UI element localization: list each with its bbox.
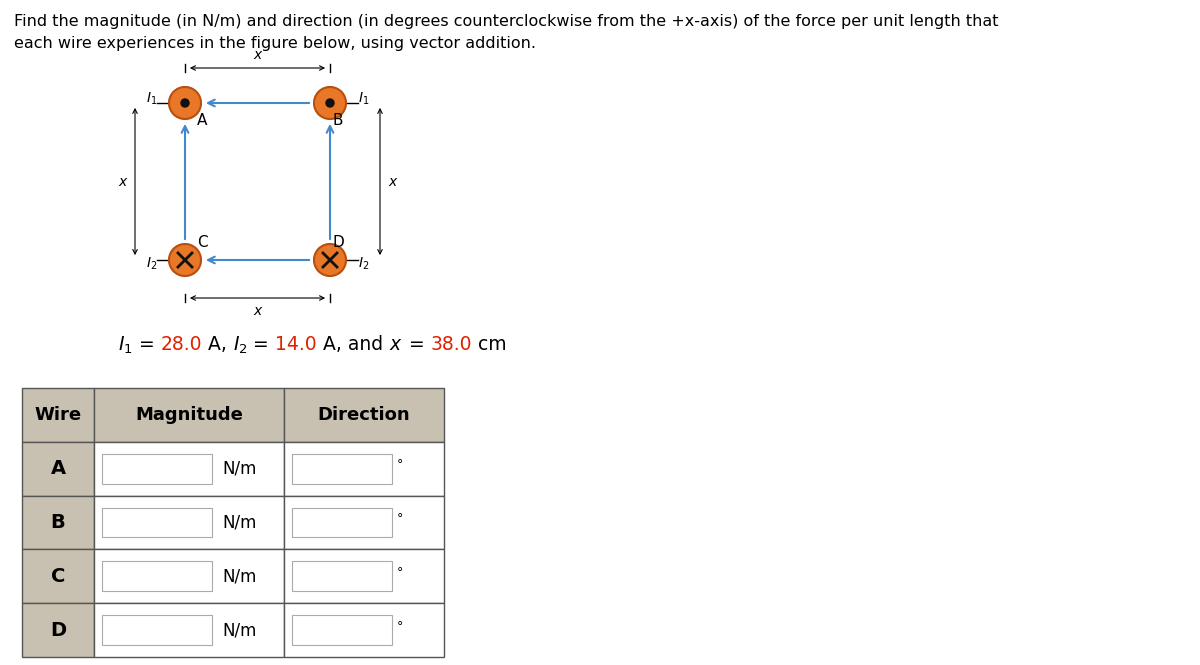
Bar <box>94 549 284 603</box>
Text: x: x <box>119 174 127 188</box>
Text: B: B <box>50 513 65 532</box>
Text: N/m: N/m <box>222 460 257 477</box>
Text: Direction: Direction <box>318 406 410 424</box>
Text: 38.0: 38.0 <box>431 336 472 354</box>
Text: x: x <box>253 48 262 62</box>
Text: A,: A, <box>202 336 233 354</box>
Circle shape <box>181 99 190 107</box>
Bar <box>292 454 392 483</box>
Text: x: x <box>253 304 262 318</box>
Text: N/m: N/m <box>222 621 257 639</box>
Bar <box>292 561 392 591</box>
Bar <box>284 549 444 603</box>
Bar <box>102 507 212 537</box>
Circle shape <box>314 87 346 119</box>
Text: A: A <box>50 460 66 478</box>
Bar <box>284 495 444 549</box>
Text: $I_2$: $I_2$ <box>233 334 247 356</box>
Bar <box>292 507 392 537</box>
Text: °: ° <box>397 512 403 525</box>
Text: $I_1$: $I_1$ <box>358 91 370 107</box>
Text: $I_1$: $I_1$ <box>118 334 133 356</box>
Text: each wire experiences in the figure below, using vector addition.: each wire experiences in the figure belo… <box>14 36 536 51</box>
Bar <box>22 549 94 603</box>
Text: A, and: A, and <box>317 336 389 354</box>
Bar <box>94 603 284 657</box>
Text: $I_2$: $I_2$ <box>145 256 157 272</box>
Circle shape <box>326 99 334 107</box>
Bar <box>22 603 94 657</box>
Text: °: ° <box>397 566 403 579</box>
Circle shape <box>314 244 346 276</box>
Bar <box>284 442 444 495</box>
Text: =: = <box>133 336 161 354</box>
Text: x: x <box>388 174 396 188</box>
Text: N/m: N/m <box>222 513 257 531</box>
Text: °: ° <box>397 620 403 632</box>
Circle shape <box>169 87 202 119</box>
Text: D: D <box>334 235 344 250</box>
Text: °: ° <box>397 458 403 471</box>
Text: Wire: Wire <box>35 406 82 424</box>
Bar <box>102 615 212 645</box>
Bar <box>94 388 284 442</box>
Bar <box>292 615 392 645</box>
Text: C: C <box>197 235 208 250</box>
Bar <box>102 561 212 591</box>
Text: B: B <box>334 113 343 128</box>
Text: 28.0: 28.0 <box>161 336 202 354</box>
Bar <box>22 495 94 549</box>
Bar <box>22 388 94 442</box>
Bar <box>284 603 444 657</box>
Text: 14.0: 14.0 <box>275 336 317 354</box>
Text: D: D <box>50 620 66 640</box>
Text: $x$: $x$ <box>389 336 403 354</box>
Text: C: C <box>50 567 65 586</box>
Text: Magnitude: Magnitude <box>136 406 242 424</box>
Bar <box>94 442 284 495</box>
Text: Find the magnitude (in N/m) and direction (in degrees counterclockwise from the : Find the magnitude (in N/m) and directio… <box>14 14 998 29</box>
Text: N/m: N/m <box>222 567 257 585</box>
Bar <box>22 442 94 495</box>
Text: A: A <box>197 113 208 128</box>
Bar <box>102 454 212 483</box>
Text: $I_1$: $I_1$ <box>145 91 157 107</box>
Circle shape <box>169 244 202 276</box>
Bar <box>94 495 284 549</box>
Text: =: = <box>247 336 275 354</box>
Text: $I_2$: $I_2$ <box>358 256 370 272</box>
Text: =: = <box>403 336 431 354</box>
Bar <box>284 388 444 442</box>
Text: cm: cm <box>472 336 506 354</box>
